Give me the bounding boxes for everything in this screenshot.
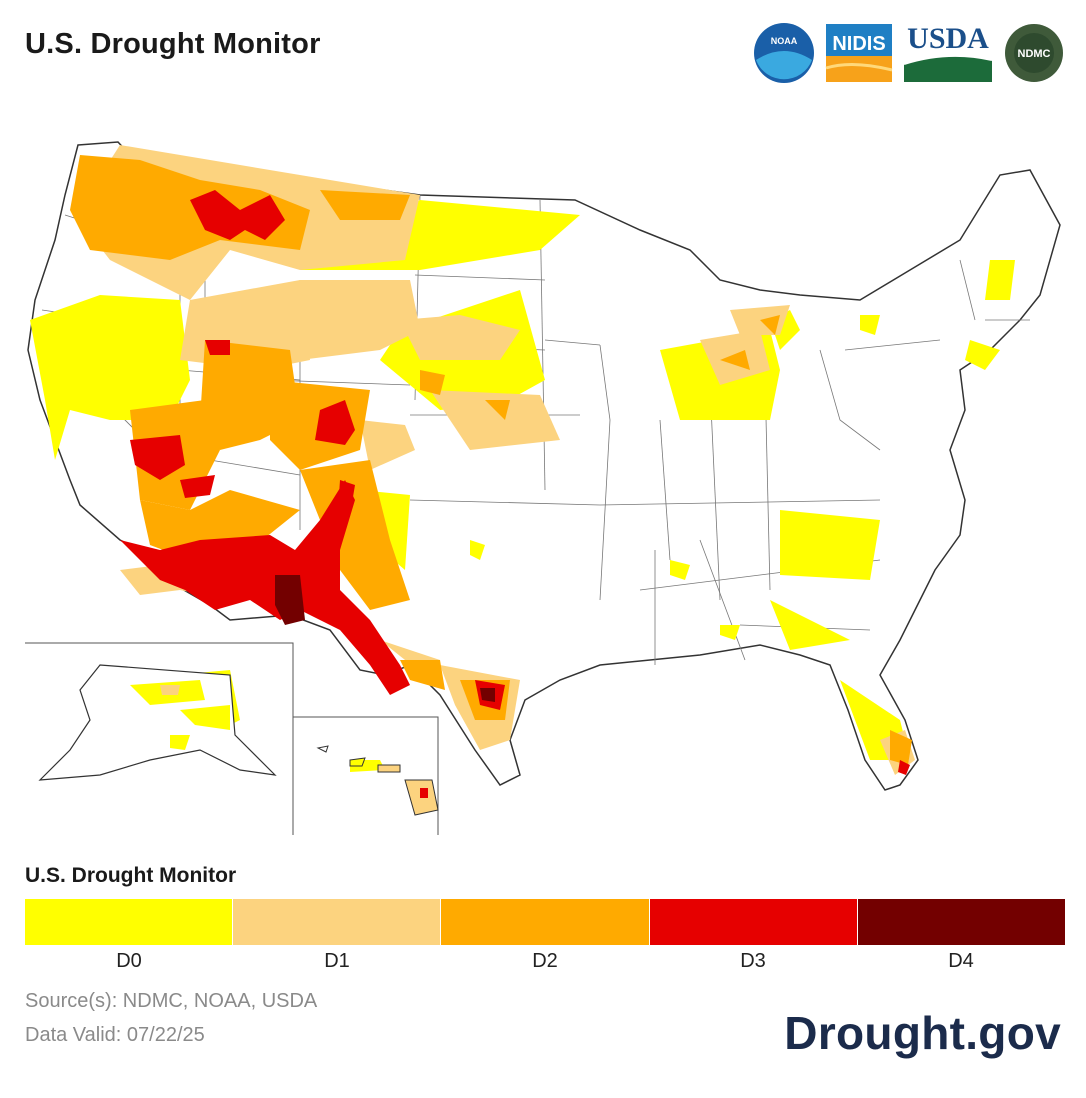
nidis-logo[interactable]: NIDIS [825,24,893,82]
usda-logo[interactable]: USDA [903,22,993,82]
noaa-logo[interactable]: NOAA [754,23,814,83]
source-text: Source(s): NDMC, NOAA, USDA [25,990,318,1012]
hawaii-inset [293,716,439,835]
legend-swatch-d3 [649,899,858,945]
legend-label-d1: D1 [324,950,350,972]
legend-swatch-d4 [857,899,1066,945]
ndmc-logo[interactable]: NDMC [1005,24,1063,82]
legend-swatch-d2 [441,899,650,945]
partner-logos: NOAA NIDIS USDA NDMC [754,22,1063,83]
legend-label-d3: D3 [740,950,766,972]
legend-labels: D0 D1 D2 D3 D4 [25,950,1065,973]
data-valid-text: Data Valid: 07/22/25 [25,1024,205,1046]
alaska-inset [25,642,294,835]
legend-label-d0: D0 [116,950,142,972]
legend-swatch-d1 [233,899,442,945]
legend-label-d2: D2 [532,950,558,972]
legend-swatch-d0 [25,899,234,945]
legend-bar [25,899,1066,945]
usda-logo-text: USDA [907,22,989,55]
legend-label-d4: D4 [948,950,974,972]
page-title: U.S. Drought Monitor [25,28,321,60]
drought-layer-d4 [275,575,495,702]
legend-title: U.S. Drought Monitor [25,864,237,887]
drought-layer-d3 [120,190,910,775]
ndmc-logo-text: NDMC [1018,48,1051,60]
drought-map [25,141,1061,835]
brand-link[interactable]: Drought.gov [784,1007,1061,1059]
noaa-logo-text: NOAA [771,36,798,46]
nidis-logo-text: NIDIS [832,33,885,55]
